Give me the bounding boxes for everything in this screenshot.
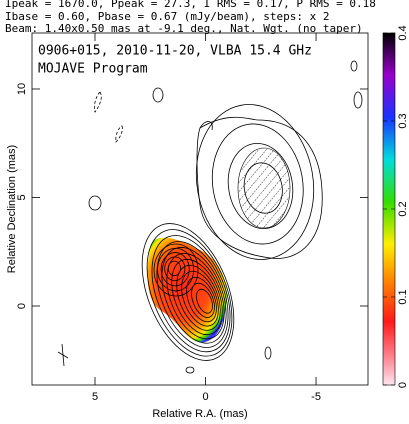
contour — [196, 116, 323, 259]
y-axis-label: Relative Declination (mas) — [6, 145, 18, 273]
noise-contour — [264, 346, 272, 360]
header-line: Beam: 1.40x0.50 mas at -9.1 deg., Nat. W… — [5, 22, 363, 35]
contour — [195, 104, 315, 260]
contour — [156, 241, 229, 348]
x-axis-label: Relative R.A. (mas) — [152, 408, 247, 420]
contour — [160, 252, 190, 287]
contour-map — [57, 60, 363, 374]
contour — [243, 162, 283, 214]
colorbar-tick-label: 0.3 — [397, 113, 409, 128]
plot-title: 0906+015, 2010-11-20, VLBA 15.4 GHz — [38, 44, 312, 59]
noise-contour — [353, 91, 363, 109]
contour — [211, 123, 304, 245]
noise-contour — [350, 60, 358, 72]
colorbar-tick-label: 0.1 — [397, 289, 409, 304]
noise-contour — [152, 87, 164, 103]
noise-contour — [93, 91, 102, 113]
x-tick-label: 0 — [202, 391, 208, 403]
contour — [176, 264, 221, 331]
plot-subtitle: MOJAVE Program — [38, 62, 148, 77]
contour — [196, 288, 213, 314]
contour — [151, 235, 231, 353]
x-tick-label: -5 — [311, 391, 321, 403]
plot-frame — [31, 32, 369, 386]
contour — [157, 247, 195, 292]
header-line: Ipeak = 1670.0, Ppeak = 27.3, I RMS = 0.… — [5, 0, 376, 10]
noise-contour — [88, 195, 102, 211]
contour — [164, 256, 186, 282]
x-tick-label: 5 — [92, 391, 98, 403]
colorbar-tick-label: 0.4 — [397, 25, 409, 40]
noise-contour — [115, 125, 123, 143]
colorbar-tick-label: 0.2 — [397, 201, 409, 216]
noise-contour — [199, 121, 213, 131]
contour — [227, 142, 294, 230]
polarization-map — [147, 237, 227, 343]
noise-contour — [185, 366, 195, 374]
contour — [191, 282, 215, 318]
contour — [166, 253, 225, 340]
header-line: Ibase = 0.60, Pbase = 0.67 (mJy/beam), s… — [5, 10, 330, 23]
y-tick-label: 0 — [16, 303, 28, 309]
y-tick-label: 10 — [16, 83, 28, 95]
colorbar-tick-label: 0 — [397, 382, 409, 388]
negative-region — [237, 147, 291, 229]
beam — [57, 343, 69, 367]
contour — [153, 243, 199, 297]
contour — [141, 223, 235, 361]
header: Ipeak = 1670.0, Ppeak = 27.3, I RMS = 0.… — [5, 0, 376, 35]
contour — [146, 229, 233, 357]
contour — [167, 260, 181, 277]
y-tick-label: 5 — [16, 194, 28, 200]
